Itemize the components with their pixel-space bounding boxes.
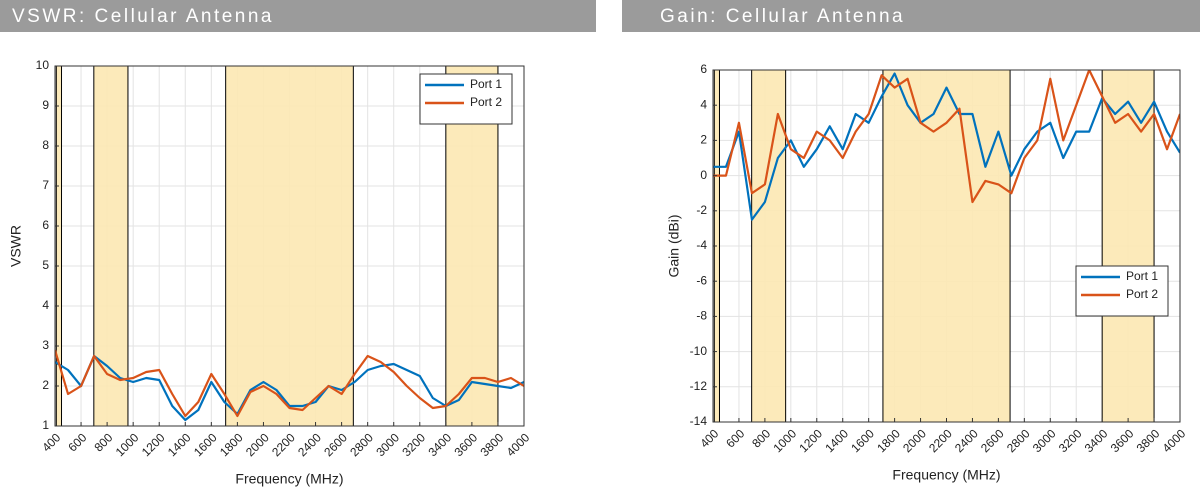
header-bar xyxy=(622,0,1200,32)
frequency-band xyxy=(93,65,129,427)
frequency-band xyxy=(1101,69,1155,423)
x-tick-label: 3400 xyxy=(1082,426,1111,455)
chart-panel: Gain: Cellular Antenna -14 -12 -10 -8 -6 -4 -2 0… xyxy=(622,0,1200,483)
legend-label: Port 1 xyxy=(470,77,502,91)
x-tick-label: 400 xyxy=(697,426,721,450)
legend-label: Port 2 xyxy=(470,95,502,109)
x-tick-label: 4000 xyxy=(1160,426,1189,455)
x-tick-label: 1200 xyxy=(796,426,825,455)
y-tick-label: 6 xyxy=(42,218,49,232)
y-tick-label: -2 xyxy=(696,203,707,217)
x-tick-label: 600 xyxy=(65,430,89,454)
x-tick-label: 3000 xyxy=(373,430,402,459)
x-tick-label: 3400 xyxy=(425,430,454,459)
y-tick-label: -4 xyxy=(696,238,707,252)
header-bar xyxy=(0,0,596,32)
x-tick-label: 2000 xyxy=(900,426,929,455)
frequency-band xyxy=(882,69,1011,423)
x-axis-label: Frequency (MHz) xyxy=(235,471,343,487)
x-tick-label: 1000 xyxy=(770,426,799,455)
x-tick-label: 1600 xyxy=(848,426,877,455)
y-tick-label: -10 xyxy=(690,344,708,358)
y-tick-label: 3 xyxy=(42,338,49,352)
series-line xyxy=(713,70,1180,204)
y-tick-label: 0 xyxy=(700,168,707,182)
x-tick-label: 1200 xyxy=(139,430,168,459)
y-axis-label: Gain (dBi) xyxy=(666,214,682,277)
x-tick-label: 3800 xyxy=(1134,426,1163,455)
legend-label: Port 2 xyxy=(1126,287,1158,301)
y-tick-label: 2 xyxy=(42,378,49,392)
x-tick-label: 3600 xyxy=(1108,426,1137,455)
y-tick-label: 5 xyxy=(42,258,49,272)
x-tick-label: 2400 xyxy=(295,430,324,459)
x-tick-label: 2800 xyxy=(1004,426,1033,455)
x-tick-label: 3200 xyxy=(399,430,428,459)
frequency-band xyxy=(225,65,354,427)
y-axis-label: VSWR xyxy=(8,225,24,267)
x-tick-label: 4000 xyxy=(504,430,533,459)
x-tick-label: 2200 xyxy=(926,426,955,455)
chart-panel: VSWR: Cellular Antenna 1 2 3 4 5 6 7 8 9 10 400 600 8… xyxy=(0,0,596,487)
frequency-band xyxy=(445,65,499,427)
x-axis-label: Frequency (MHz) xyxy=(892,467,1000,483)
chart-title: VSWR: Cellular Antenna xyxy=(12,6,274,27)
x-tick-label: 2600 xyxy=(978,426,1007,455)
x-tick-label: 3000 xyxy=(1030,426,1059,455)
x-tick-label: 2600 xyxy=(321,430,350,459)
y-tick-label: -14 xyxy=(690,414,708,428)
x-tick-label: 800 xyxy=(91,430,115,454)
legend-label: Port 1 xyxy=(1126,269,1158,283)
frequency-band xyxy=(751,69,787,423)
series-line xyxy=(55,349,524,418)
x-tick-label: 1000 xyxy=(113,430,142,459)
x-tick-label: 1800 xyxy=(874,426,903,455)
y-tick-label: -12 xyxy=(690,379,708,393)
y-tick-label: 10 xyxy=(36,58,50,72)
x-tick-label: 3200 xyxy=(1056,426,1085,455)
legend-box xyxy=(1075,265,1169,317)
x-tick-label: 3800 xyxy=(478,430,507,459)
y-tick-label: -6 xyxy=(696,273,707,287)
x-tick-label: 800 xyxy=(749,426,773,450)
x-tick-label: 1400 xyxy=(822,426,851,455)
y-tick-label: 9 xyxy=(42,98,49,112)
x-tick-label: 2000 xyxy=(243,430,272,459)
y-tick-label: -8 xyxy=(696,309,707,323)
x-tick-label: 3600 xyxy=(451,430,480,459)
x-tick-label: 2800 xyxy=(347,430,376,459)
y-tick-label: 7 xyxy=(42,178,49,192)
x-tick-label: 600 xyxy=(723,426,747,450)
chart-title: Gain: Cellular Antenna xyxy=(660,6,905,27)
x-tick-label: 1400 xyxy=(165,430,194,459)
y-tick-label: 4 xyxy=(42,298,49,312)
x-tick-label: 1600 xyxy=(191,430,220,459)
y-tick-label: 8 xyxy=(42,138,49,152)
y-tick-label: 4 xyxy=(700,97,707,111)
y-tick-label: 6 xyxy=(700,62,707,76)
x-tick-label: 1800 xyxy=(217,430,246,459)
legend-box xyxy=(419,73,513,125)
x-tick-label: 2400 xyxy=(952,426,981,455)
x-tick-label: 400 xyxy=(39,430,63,454)
y-tick-label: 1 xyxy=(42,418,49,432)
y-tick-label: 2 xyxy=(700,133,707,147)
x-tick-label: 2200 xyxy=(269,430,298,459)
